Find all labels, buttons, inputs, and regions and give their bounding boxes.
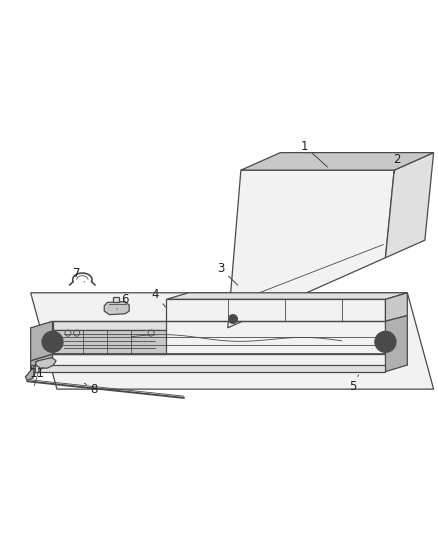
Text: 2: 2 <box>392 152 400 173</box>
Polygon shape <box>104 302 129 314</box>
Polygon shape <box>385 152 434 258</box>
Polygon shape <box>166 300 385 321</box>
Polygon shape <box>31 365 385 372</box>
Text: 4: 4 <box>152 288 166 307</box>
Polygon shape <box>36 358 56 368</box>
Polygon shape <box>166 293 407 300</box>
Circle shape <box>229 314 237 324</box>
Text: 8: 8 <box>85 383 98 395</box>
Text: 6: 6 <box>117 293 129 309</box>
Polygon shape <box>53 321 166 330</box>
Polygon shape <box>228 170 394 328</box>
Polygon shape <box>385 316 407 372</box>
Polygon shape <box>25 361 39 381</box>
Text: 3: 3 <box>218 262 238 285</box>
Text: 5: 5 <box>349 375 359 393</box>
Circle shape <box>375 332 396 352</box>
Text: 1: 1 <box>300 140 328 167</box>
Polygon shape <box>31 321 53 361</box>
Polygon shape <box>31 354 53 372</box>
Text: 11: 11 <box>30 367 45 381</box>
Text: 7: 7 <box>73 266 85 282</box>
Polygon shape <box>385 293 407 321</box>
Polygon shape <box>53 330 166 354</box>
Polygon shape <box>31 293 434 389</box>
Polygon shape <box>113 297 119 302</box>
Polygon shape <box>241 152 434 170</box>
Circle shape <box>42 332 63 352</box>
